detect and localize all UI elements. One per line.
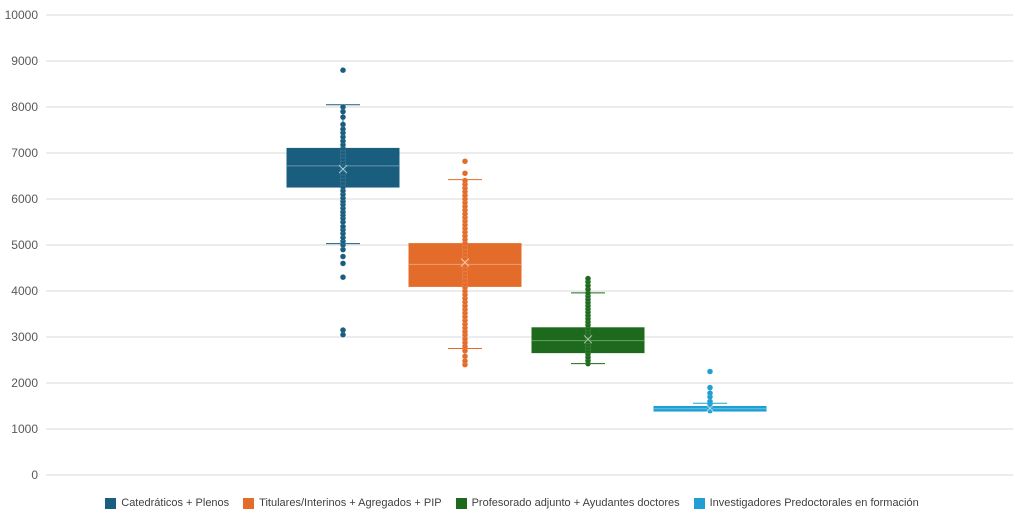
data-point xyxy=(462,158,469,165)
legend-swatch xyxy=(105,497,117,509)
y-tick-label: 6000 xyxy=(11,192,38,206)
legend-item: Profesorado adjunto + Ayudantes doctores xyxy=(455,497,680,509)
legend-item: Catedráticos + Plenos xyxy=(105,497,229,509)
y-tick-label: 4000 xyxy=(11,284,38,298)
data-point xyxy=(462,170,469,177)
legend-swatch xyxy=(455,497,467,509)
data-point xyxy=(340,67,347,74)
box-series xyxy=(286,67,767,414)
data-point xyxy=(462,177,469,184)
data-point xyxy=(462,353,469,360)
legend-label: Catedráticos + Plenos xyxy=(121,497,230,509)
y-tick-label: 10000 xyxy=(5,8,39,22)
y-tick-label: 9000 xyxy=(11,54,38,68)
mean-marker xyxy=(705,403,715,413)
mean-marker xyxy=(338,164,348,174)
data-point xyxy=(707,368,714,375)
y-tick-label: 8000 xyxy=(11,100,38,114)
y-tick-label: 0 xyxy=(31,468,38,482)
mean-marker xyxy=(583,334,593,344)
data-point xyxy=(340,121,347,128)
y-tick-label: 5000 xyxy=(11,238,38,252)
y-tick-label: 7000 xyxy=(11,146,38,160)
data-point xyxy=(585,275,592,282)
legend-item: Investigadores Predoctorales en formació… xyxy=(693,497,919,509)
legend-swatch xyxy=(243,497,255,509)
y-tick-label: 2000 xyxy=(11,376,38,390)
data-point xyxy=(340,260,347,267)
data-point xyxy=(340,253,347,260)
box-group xyxy=(531,275,645,367)
legend-label: Profesorado adjunto + Ayudantes doctores xyxy=(471,497,680,509)
data-point xyxy=(340,327,347,334)
legend-label: Investigadores Predoctorales en formació… xyxy=(709,497,919,509)
data-point xyxy=(707,384,714,391)
grid-lines xyxy=(46,14,1013,476)
data-point xyxy=(340,274,347,281)
mean-marker xyxy=(460,258,470,267)
legend-item: Titulares/Interinos + Agregados + PIP xyxy=(243,497,442,509)
legend-swatch xyxy=(693,497,705,509)
data-point xyxy=(340,114,347,121)
data-point xyxy=(340,103,347,110)
data-point xyxy=(707,390,714,397)
legend: Catedráticos + Plenos Titulares/Interinos… xyxy=(0,497,1024,509)
y-tick-label: 1000 xyxy=(11,422,38,436)
box-group xyxy=(286,67,400,338)
box-group xyxy=(408,158,522,368)
legend-label: Titulares/Interinos + Agregados + PIP xyxy=(259,497,442,509)
y-tick-label: 3000 xyxy=(11,330,38,344)
y-axis-ticks: 0 1000 2000 3000 4000 5000 6000 7000 8000 9000 100… xyxy=(5,8,39,482)
box-group xyxy=(653,368,767,414)
